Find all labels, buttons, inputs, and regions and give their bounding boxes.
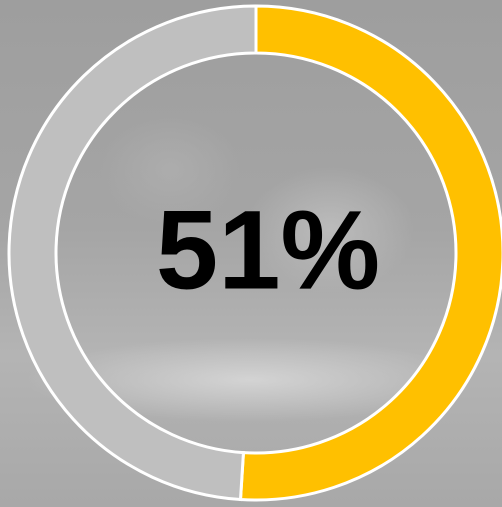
donut-segment xyxy=(7,4,258,502)
center-value-label: 51% xyxy=(156,188,380,313)
donut-segment xyxy=(238,4,502,502)
